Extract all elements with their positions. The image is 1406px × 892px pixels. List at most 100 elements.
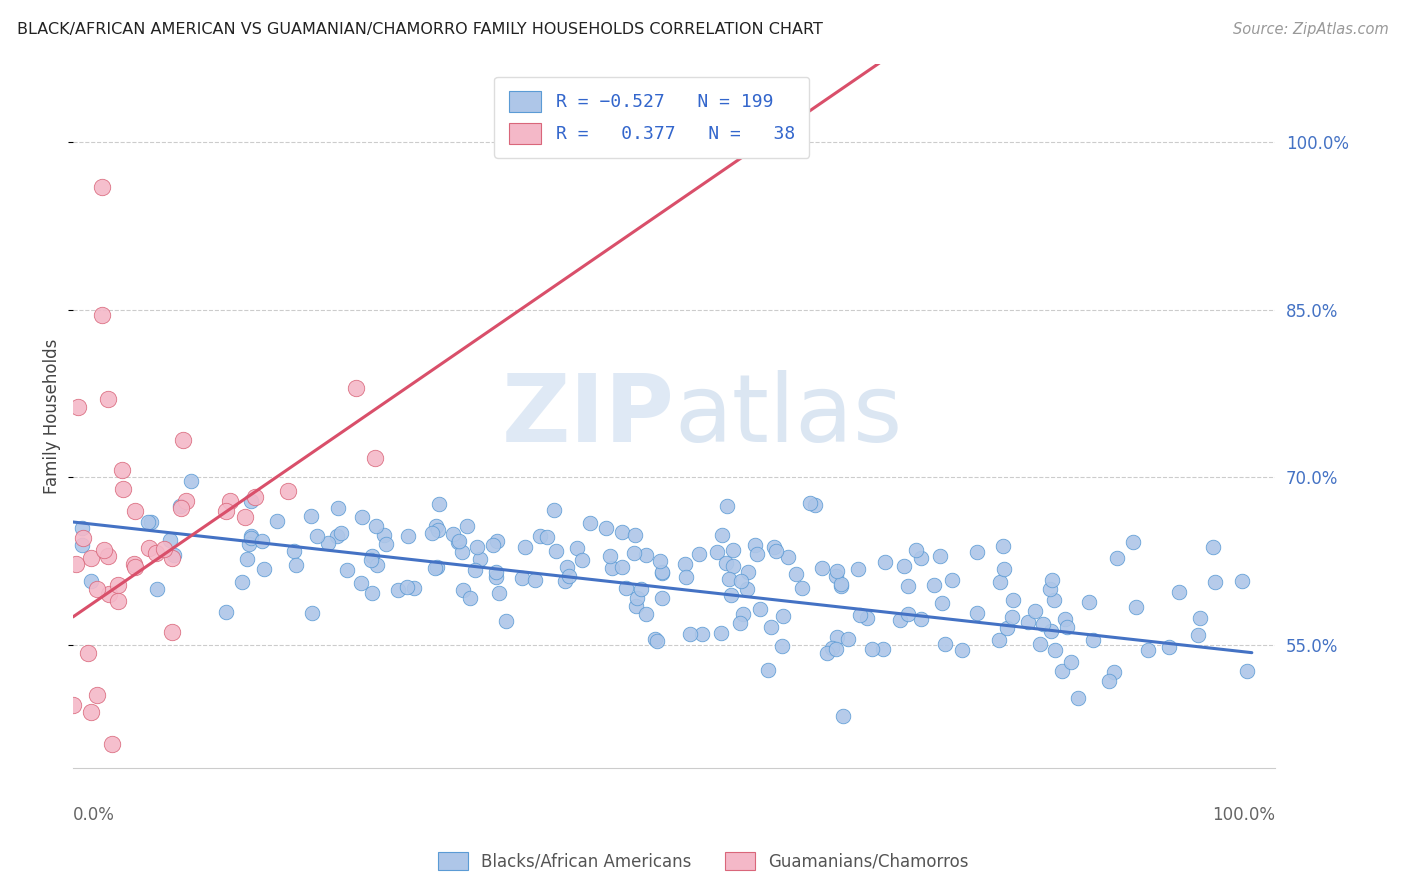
Point xyxy=(644,632,666,646)
Point xyxy=(626,599,648,614)
Point xyxy=(402,581,425,595)
Point xyxy=(301,606,323,620)
Point xyxy=(737,565,759,579)
Point xyxy=(536,530,558,544)
Point xyxy=(745,547,768,561)
Point xyxy=(1187,628,1209,642)
Point xyxy=(832,709,855,723)
Text: 100.0%: 100.0% xyxy=(1212,806,1275,824)
Point xyxy=(824,569,846,583)
Point xyxy=(139,515,162,529)
Point xyxy=(675,570,697,584)
Point xyxy=(66,400,89,414)
Point xyxy=(70,521,93,535)
Point xyxy=(846,562,869,576)
Point xyxy=(1050,664,1073,678)
Point xyxy=(1230,574,1253,588)
Point xyxy=(950,643,973,657)
Point xyxy=(910,612,932,626)
Point xyxy=(447,534,470,549)
Point xyxy=(897,607,920,622)
Point xyxy=(510,571,533,585)
Point xyxy=(1202,540,1225,554)
Point xyxy=(785,567,807,582)
Point xyxy=(250,533,273,548)
Point xyxy=(825,642,848,657)
Point xyxy=(557,569,579,583)
Point xyxy=(215,606,238,620)
Point xyxy=(1137,643,1160,657)
Point xyxy=(513,541,536,555)
Point xyxy=(778,549,800,564)
Point xyxy=(931,596,953,610)
Point xyxy=(815,646,838,660)
Point xyxy=(423,561,446,575)
Point xyxy=(543,502,565,516)
Point xyxy=(427,497,450,511)
Point xyxy=(837,632,859,646)
Point xyxy=(624,528,647,542)
Point xyxy=(1017,615,1039,629)
Point xyxy=(420,525,443,540)
Point xyxy=(634,607,657,622)
Point xyxy=(872,641,894,656)
Point xyxy=(488,586,510,600)
Point xyxy=(468,552,491,566)
Point xyxy=(610,560,633,574)
Point xyxy=(600,560,623,574)
Point xyxy=(387,583,409,598)
Point xyxy=(651,565,673,579)
Point xyxy=(1167,585,1189,599)
Point xyxy=(1102,665,1125,680)
Point xyxy=(451,545,474,559)
Point xyxy=(240,494,263,508)
Point xyxy=(1159,640,1181,655)
Point xyxy=(360,553,382,567)
Point xyxy=(711,527,734,541)
Point xyxy=(830,579,852,593)
Point xyxy=(366,558,388,573)
Point xyxy=(1077,595,1099,609)
Point xyxy=(941,573,963,587)
Point xyxy=(651,591,673,605)
Point xyxy=(495,614,517,628)
Point xyxy=(897,579,920,593)
Point xyxy=(1125,599,1147,614)
Point xyxy=(70,538,93,552)
Point xyxy=(361,549,384,563)
Point xyxy=(690,627,713,641)
Point xyxy=(77,646,100,660)
Point xyxy=(124,503,146,517)
Point xyxy=(124,559,146,574)
Point xyxy=(1024,604,1046,618)
Point xyxy=(544,544,567,558)
Point xyxy=(1236,664,1258,678)
Point xyxy=(706,544,728,558)
Point xyxy=(934,637,956,651)
Point xyxy=(101,737,124,751)
Point xyxy=(1053,612,1076,626)
Point xyxy=(360,585,382,599)
Point xyxy=(714,557,737,571)
Point xyxy=(464,563,486,577)
Point xyxy=(730,616,752,631)
Point xyxy=(243,490,266,504)
Point xyxy=(305,529,328,543)
Point xyxy=(112,482,135,496)
Point xyxy=(283,544,305,558)
Point xyxy=(239,531,262,545)
Point xyxy=(1056,619,1078,633)
Point xyxy=(285,558,308,572)
Point xyxy=(344,381,367,395)
Point xyxy=(86,688,108,702)
Point xyxy=(316,536,339,550)
Point xyxy=(456,518,478,533)
Point xyxy=(364,451,387,466)
Point xyxy=(238,537,260,551)
Point xyxy=(481,538,503,552)
Point xyxy=(799,496,821,510)
Point xyxy=(235,510,257,524)
Point xyxy=(756,663,779,677)
Point xyxy=(65,557,87,571)
Text: 0.0%: 0.0% xyxy=(73,806,115,824)
